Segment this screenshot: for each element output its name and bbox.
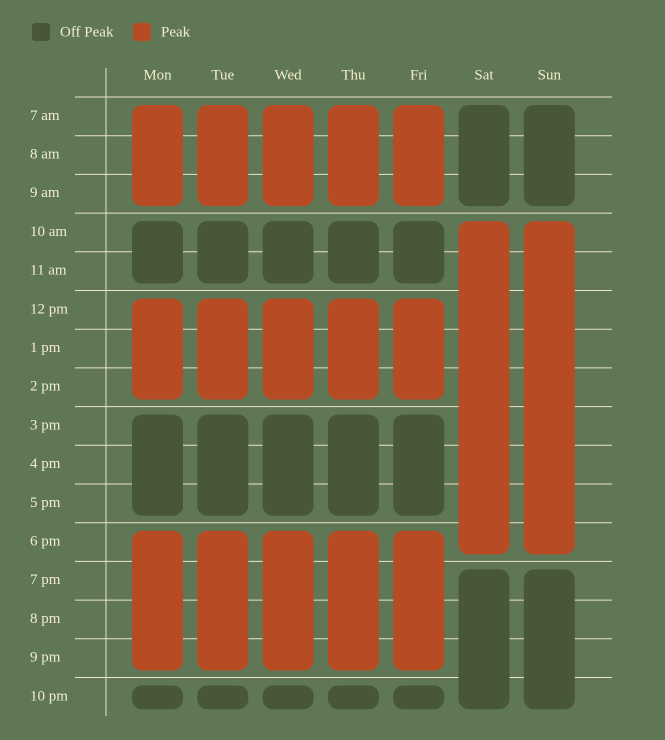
schedule-block [523, 569, 575, 710]
schedule-block [327, 530, 379, 671]
hour-label: 7 am [30, 108, 60, 124]
hour-label: 5 pm [30, 495, 61, 511]
legend-label: Peak [161, 24, 191, 40]
schedule-block [262, 530, 314, 671]
schedule-block [262, 105, 314, 207]
day-label: Mon [143, 67, 172, 83]
schedule-block [132, 685, 183, 710]
day-label: Fri [410, 67, 428, 83]
hour-label: 8 am [30, 146, 60, 162]
schedule-block [197, 530, 249, 671]
schedule-block [197, 105, 249, 207]
hour-label: 7 pm [30, 572, 61, 588]
hour-label: 9 am [30, 185, 60, 201]
hour-label: 8 pm [30, 611, 61, 627]
schedule-block [393, 298, 445, 400]
hour-label: 1 pm [30, 340, 61, 356]
legend-swatch [133, 23, 151, 41]
hour-label: 11 am [30, 263, 67, 279]
schedule-block [262, 414, 314, 516]
schedule-block [262, 221, 314, 284]
schedule-block [197, 685, 249, 710]
schedule-block [132, 221, 183, 284]
hour-label: 6 pm [30, 533, 61, 549]
hour-label: 12 pm [30, 301, 68, 317]
schedule-block [327, 221, 379, 284]
day-label: Thu [341, 67, 366, 83]
hour-label: 10 am [30, 224, 67, 240]
schedule-block [393, 414, 445, 516]
schedule-block [262, 298, 314, 400]
schedule-block [523, 105, 575, 207]
schedule-block [132, 414, 183, 516]
schedule-block [393, 530, 445, 671]
hour-label: 9 pm [30, 650, 61, 666]
hour-label: 4 pm [30, 456, 61, 472]
schedule-block [197, 414, 249, 516]
hour-label: 10 pm [30, 688, 68, 704]
schedule-block [458, 569, 510, 710]
schedule-block [197, 298, 249, 400]
schedule-block [393, 685, 445, 710]
schedule-block [262, 685, 314, 710]
schedule-block [458, 105, 510, 207]
schedule-block [327, 298, 379, 400]
schedule-block [393, 221, 445, 284]
schedule-block [327, 414, 379, 516]
day-label: Sat [474, 67, 494, 83]
hour-label: 3 pm [30, 417, 61, 433]
day-label: Tue [211, 67, 234, 83]
schedule-block [327, 685, 379, 710]
schedule-block [132, 105, 183, 207]
legend-swatch [32, 23, 50, 41]
schedule-block [393, 105, 445, 207]
legend-label: Off Peak [60, 24, 114, 40]
day-label: Wed [275, 67, 303, 83]
schedule-block [458, 221, 510, 555]
schedule-block [327, 105, 379, 207]
schedule-block [523, 221, 575, 555]
schedule-block [197, 221, 249, 284]
schedule-block [132, 298, 183, 400]
schedule-block [132, 530, 183, 671]
day-label: Sun [538, 67, 562, 83]
hour-label: 2 pm [30, 379, 61, 395]
